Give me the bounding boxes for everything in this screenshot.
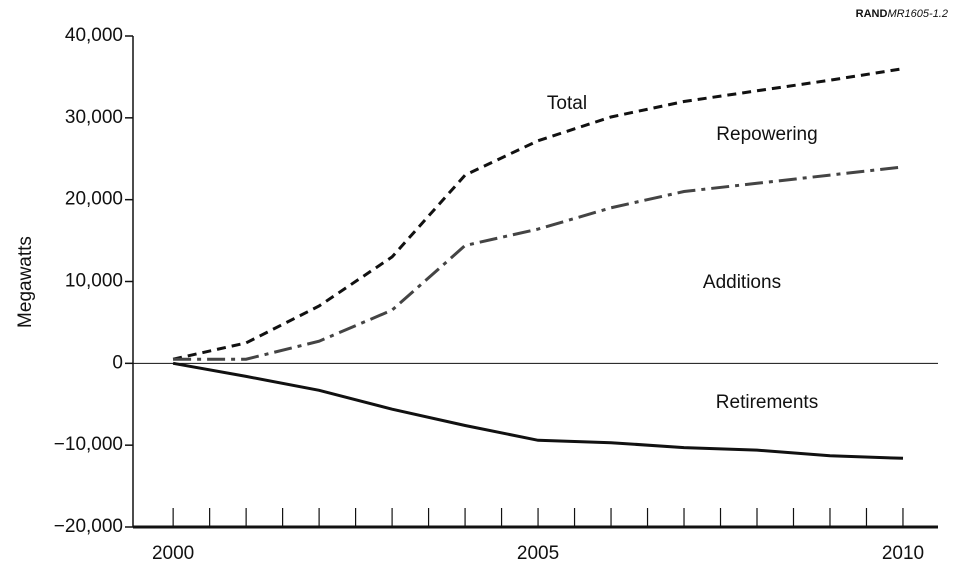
y-tick-label: −10,000 xyxy=(54,434,123,455)
series-label: Total xyxy=(547,93,587,114)
x-tick-label: 2000 xyxy=(152,543,194,564)
x-tick-label: 2010 xyxy=(882,543,924,564)
y-tick-label: −20,000 xyxy=(54,516,123,537)
y-tick-label: 20,000 xyxy=(65,189,123,210)
y-tick-label: 40,000 xyxy=(65,25,123,46)
y-tick-label: 0 xyxy=(112,352,123,373)
source: RANDMR1605-1.2 xyxy=(856,8,948,20)
series-label: Repowering xyxy=(716,124,817,145)
annotation: Additions xyxy=(703,272,781,293)
x-tick-label: 2005 xyxy=(517,543,559,564)
y-axis-label: Megawatts xyxy=(15,236,36,328)
series-label: Retirements xyxy=(716,392,818,413)
source-id: MR1605-1.2 xyxy=(887,8,948,20)
series-line xyxy=(172,67,904,361)
source-org: RAND xyxy=(856,8,888,20)
series-line xyxy=(173,165,904,361)
series-line xyxy=(172,361,904,460)
y-tick-label: 30,000 xyxy=(65,107,123,128)
y-tick-label: 10,000 xyxy=(65,271,123,292)
